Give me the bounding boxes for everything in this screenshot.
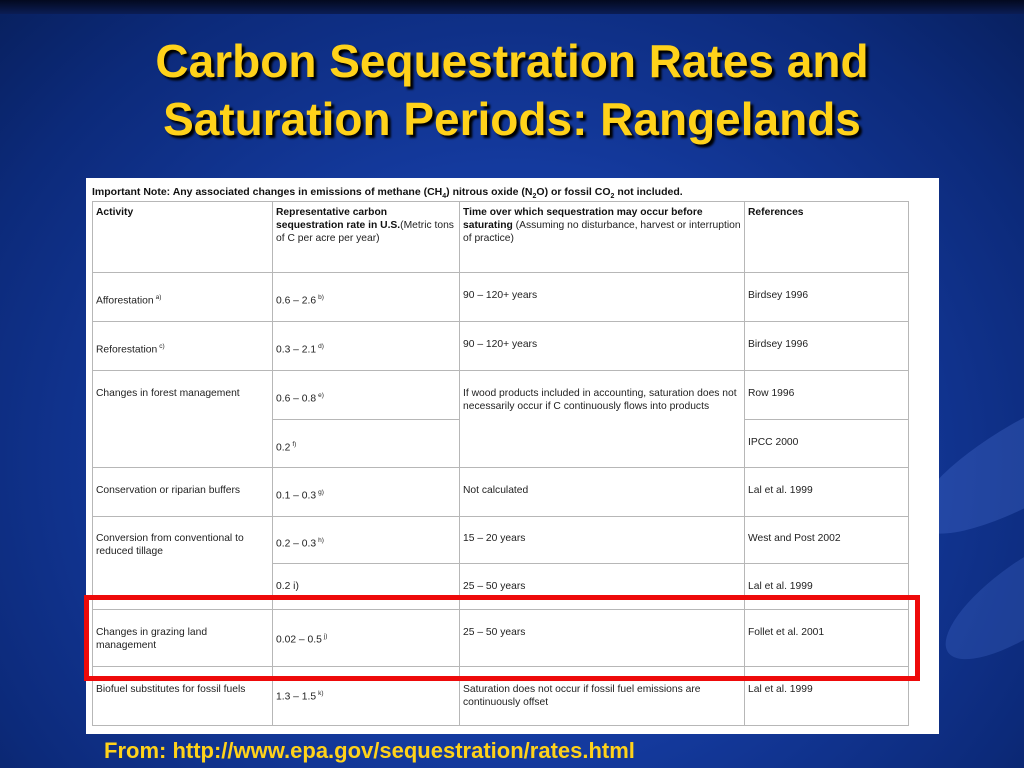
- rate-cell: 0.1 – 0.3 g): [272, 467, 460, 517]
- reference-cell: IPCC 2000: [744, 419, 909, 468]
- background-swoosh: [928, 508, 1024, 682]
- header-references: References: [744, 201, 909, 273]
- table-row-afforestation: Afforestation a): [92, 272, 273, 322]
- grazing-highlight-box: [84, 595, 920, 681]
- reference-cell: Row 1996: [744, 370, 909, 420]
- time-cell: 90 – 120+ years: [459, 321, 745, 371]
- table-row-conservation: Conservation or riparian buffers: [92, 467, 273, 517]
- reference-cell: Lal et al. 1999: [744, 467, 909, 517]
- reference-cell: West and Post 2002: [744, 516, 909, 564]
- source-citation: From: http://www.epa.gov/sequestration/r…: [104, 738, 635, 763]
- rate-cell: 0.2 – 0.3 h): [272, 516, 460, 564]
- title-line-2: Saturation Periods: Rangelands: [163, 93, 861, 145]
- title-line-1: Carbon Sequestration Rates and: [155, 35, 869, 87]
- reference-cell: Birdsey 1996: [744, 272, 909, 322]
- header-rate: Representative carbon sequestration rate…: [272, 201, 460, 273]
- time-cell: Not calculated: [459, 467, 745, 517]
- top-band: [0, 0, 1024, 14]
- rate-cell: 0.2 f): [272, 419, 460, 468]
- time-cell: 15 – 20 years: [459, 516, 745, 564]
- time-cell: If wood products included in accounting,…: [459, 370, 745, 468]
- table-row-reforestation: Reforestation c): [92, 321, 273, 371]
- reference-cell: Birdsey 1996: [744, 321, 909, 371]
- table-row-forest-management: Changes in forest management: [92, 370, 273, 468]
- slide-title: Carbon Sequestration Rates and Saturatio…: [0, 32, 1024, 148]
- time-cell: 90 – 120+ years: [459, 272, 745, 322]
- header-time: Time over which sequestration may occur …: [459, 201, 745, 273]
- rate-cell: 0.3 – 2.1 d): [272, 321, 460, 371]
- rate-cell: 0.6 – 0.8 e): [272, 370, 460, 420]
- rate-cell: 0.6 – 2.6 b): [272, 272, 460, 322]
- sequestration-table: Important Note: Any associated changes i…: [86, 178, 939, 734]
- header-activity: Activity: [92, 201, 273, 273]
- important-note: Important Note: Any associated changes i…: [92, 186, 683, 201]
- reference-cell: Lal et al. 1999: [744, 666, 909, 726]
